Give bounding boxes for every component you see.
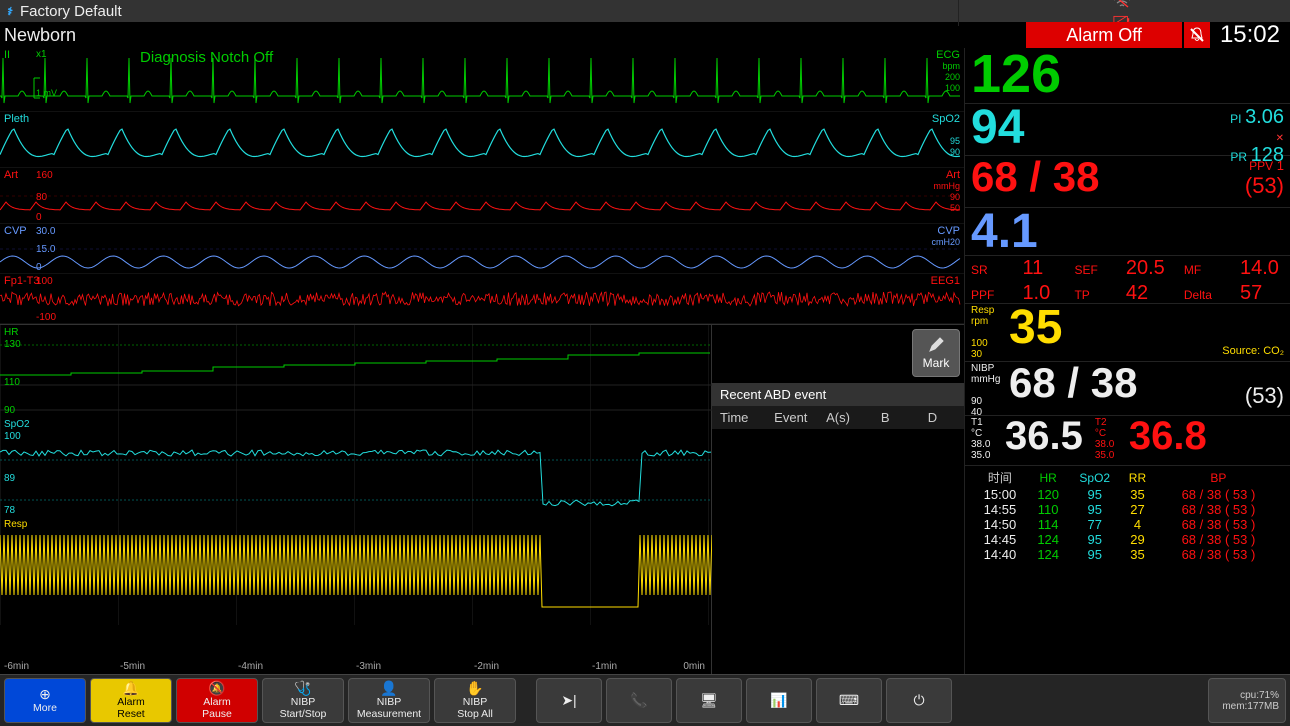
- system-stats: cpu:71%mem:177MB: [1208, 678, 1286, 723]
- toolbar-icon-button[interactable]: ⌨: [816, 678, 882, 723]
- history-table[interactable]: 时间HRSpO2RRBP15:00120953568 / 38 ( 53 )14…: [965, 466, 1290, 564]
- art-rlabel: Art: [946, 169, 960, 181]
- trend-graph[interactable]: HR 130 110 90 SpO2 100 89 78 Resp -6min …: [0, 325, 712, 674]
- toolbar-icon-button[interactable]: 📞: [606, 678, 672, 723]
- nibp-dia: 38: [1091, 359, 1138, 406]
- bottom-bar: ⊕More🔔Alarm Reset🔕Alarm Pause🩺NIBP Start…: [0, 674, 1290, 726]
- spo2-rlabel: SpO2: [932, 113, 960, 125]
- brand-logo: ⚕: [6, 5, 12, 18]
- t2-value: 36.8: [1129, 417, 1207, 464]
- trend-svg: [0, 325, 712, 625]
- alarm-label: Alarm Off: [1066, 25, 1142, 46]
- event-columns: Time Event A(s) B D: [712, 406, 964, 429]
- ecg-rlabel: ECG: [936, 49, 960, 61]
- btn-alarm-reset[interactable]: 🔔Alarm Reset: [90, 678, 172, 723]
- cvp-label: CVP: [4, 225, 27, 237]
- eeg-rlabel: EEG1: [931, 275, 960, 287]
- t1-value: 36.5: [1005, 417, 1083, 464]
- tile-art[interactable]: 68 / 38 PPV 1(53): [965, 156, 1290, 208]
- mark-button[interactable]: Mark: [912, 329, 960, 377]
- btn-alarm-pause[interactable]: 🔕Alarm Pause: [176, 678, 258, 723]
- patient-bar: Newborn Alarm Off 15:02: [0, 22, 1290, 48]
- eeg-waveform: [0, 274, 964, 324]
- table-row: 15:00120953568 / 38 ( 53 ): [971, 487, 1284, 502]
- btn-icon: ⊕: [39, 687, 51, 702]
- table-row: 14:55110952768 / 38 ( 53 ): [971, 502, 1284, 517]
- config-title: Factory Default: [20, 3, 122, 20]
- art-sys: 68: [971, 153, 1018, 200]
- trend-resp-label: Resp: [4, 519, 27, 530]
- wave-ecg[interactable]: II x1 Diagnosis Notch Off 1 mV ECGbpm200…: [0, 48, 964, 112]
- btn-nibp-measurement[interactable]: 👤NIBP Measurement: [348, 678, 430, 723]
- tile-nibp[interactable]: NIBPmmHg9040 68 / 38 (53): [965, 362, 1290, 416]
- cvp-rlabel: CVP: [937, 225, 960, 237]
- table-row: 14:45124952968 / 38 ( 53 ): [971, 532, 1284, 547]
- trend-panel: HR 130 110 90 SpO2 100 89 78 Resp -6min …: [0, 324, 964, 674]
- ecg-scale-mv: 1 mV: [36, 88, 57, 98]
- toolbar-icon-button[interactable]: 🖥: [676, 678, 742, 723]
- art-label: Art: [4, 169, 18, 181]
- toolbar-icon: 🖥: [700, 693, 718, 708]
- btn-more[interactable]: ⊕More: [4, 678, 86, 723]
- toolbar-icon: 📞: [630, 693, 647, 708]
- toolbar-icon-button[interactable]: ⏻: [886, 678, 952, 723]
- wave-pleth[interactable]: Pleth SpO295 90: [0, 112, 964, 168]
- toolbar-icon: ⏻: [913, 693, 924, 708]
- btn-icon: 🔕: [208, 681, 225, 696]
- toolbar-icon-button[interactable]: ➤|: [536, 678, 602, 723]
- cvp-waveform: [0, 224, 964, 274]
- art-dia: 38: [1053, 153, 1100, 200]
- vitals-panel: 126 94 PI 3.06 ✕ PR 128 68 / 38 PPV 1(53…: [964, 48, 1290, 674]
- btn-icon: 👤: [380, 681, 397, 696]
- spo2-value: 94: [971, 105, 1024, 154]
- cvp-value: 4.1: [971, 209, 1038, 254]
- tile-ecg[interactable]: 126: [965, 48, 1290, 104]
- pen-icon: [927, 336, 945, 354]
- btn-icon: 🔔: [122, 681, 139, 696]
- toolbar-icon: ➤|: [561, 693, 576, 708]
- tile-spo2[interactable]: 94 PI 3.06 ✕ PR 128: [965, 104, 1290, 156]
- alarm-mute-icon[interactable]: [1184, 22, 1210, 48]
- tile-eeg[interactable]: SR11 SEF20.5 MF14.0 PPF1.0 TP42 Delta57: [965, 256, 1290, 304]
- wave-art[interactable]: Art 160 80 0 ArtmmHg90 50: [0, 168, 964, 224]
- ecg-lead-label: II: [4, 49, 10, 61]
- top-bar: ⚕ Factory Default: [0, 0, 1290, 22]
- table-row: 14:5011477468 / 38 ( 53 ): [971, 517, 1284, 532]
- pleth-label: Pleth: [4, 113, 29, 125]
- btn-nibp-stop-all[interactable]: ✋NIBP Stop All: [434, 678, 516, 723]
- ecg-gain: x1: [36, 49, 47, 60]
- tile-temp[interactable]: T1°C38.035.0 36.5 T2°C38.035.0 36.8: [965, 416, 1290, 466]
- toolbar-icon: ⌨: [839, 693, 859, 708]
- mark-label: Mark: [923, 356, 950, 370]
- eeg-label: Fp1-T3: [4, 275, 39, 287]
- toolbar-icon-button[interactable]: 📊: [746, 678, 812, 723]
- ecg-filter-note: Diagnosis Notch Off: [140, 49, 273, 66]
- wave-eeg[interactable]: Fp1-T3 100 -100 EEG1: [0, 274, 964, 324]
- patient-type[interactable]: Newborn: [0, 25, 76, 46]
- tile-resp[interactable]: Resprpm10030 35 Source: CO₂: [965, 304, 1290, 362]
- waveform-area: II x1 Diagnosis Notch Off 1 mV ECGbpm200…: [0, 48, 964, 324]
- trend-spo2-label: SpO2: [4, 419, 30, 430]
- wave-cvp[interactable]: CVP 30.0 15.0 0 CVPcmH20: [0, 224, 964, 274]
- resp-value: 35: [1009, 305, 1062, 360]
- table-row: 14:40124953568 / 38 ( 53 ): [971, 547, 1284, 562]
- trend-hr-label: HR: [4, 327, 18, 338]
- hr-value: 126: [971, 49, 1061, 102]
- clock: 15:02: [1210, 21, 1290, 49]
- btn-nibp-start-stop[interactable]: 🩺NIBP Start/Stop: [262, 678, 344, 723]
- toolbar-icon: 📊: [770, 693, 787, 708]
- btn-icon: ✋: [466, 681, 483, 696]
- pleth-waveform: [0, 112, 964, 168]
- art-waveform: [0, 168, 964, 224]
- nibp-sys: 68: [1009, 359, 1056, 406]
- btn-icon: 🩺: [294, 681, 311, 696]
- tile-cvp[interactable]: 4.1: [965, 208, 1290, 256]
- wifi-icon: [1113, 0, 1131, 8]
- event-header: Recent ABD event: [712, 383, 964, 406]
